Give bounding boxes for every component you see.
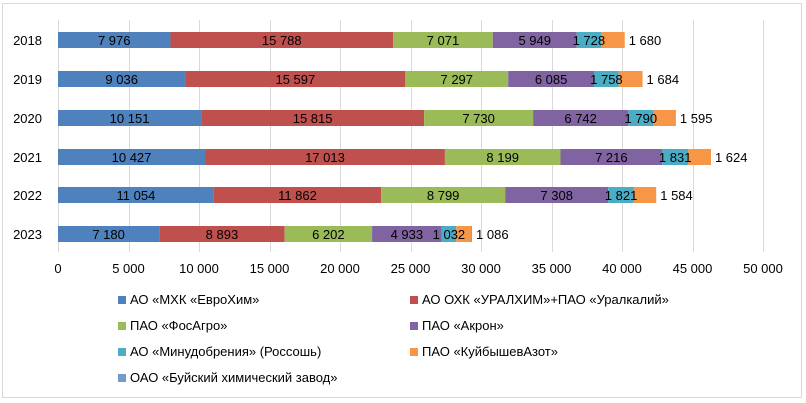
data-label: 1 086 bbox=[476, 227, 509, 242]
y-category-label: 2021 bbox=[13, 150, 42, 165]
bar-segment bbox=[170, 32, 394, 48]
bar-segment bbox=[618, 71, 643, 87]
data-label: 1 624 bbox=[715, 150, 748, 165]
bar-segment bbox=[58, 226, 160, 242]
bar-segment bbox=[492, 32, 577, 48]
data-label: 1 595 bbox=[680, 111, 713, 126]
data-label: 7 976 bbox=[98, 33, 131, 48]
bar-segment bbox=[405, 71, 509, 87]
x-tick-label: 30 000 bbox=[461, 261, 501, 276]
bar-segment bbox=[508, 71, 595, 87]
data-label: 7 180 bbox=[92, 227, 125, 242]
bar-segment bbox=[444, 149, 561, 165]
data-label: 9 036 bbox=[105, 72, 138, 87]
data-label: 1 790 bbox=[625, 111, 658, 126]
data-label: 11 054 bbox=[117, 188, 156, 203]
bar-segment bbox=[628, 110, 654, 126]
bar-segment bbox=[594, 71, 619, 87]
data-label: 4 933 bbox=[391, 227, 424, 242]
data-label: 8 893 bbox=[206, 227, 239, 242]
bar-segment bbox=[372, 226, 442, 242]
data-label: 15 815 bbox=[293, 111, 333, 126]
y-category-label: 2019 bbox=[13, 72, 42, 87]
data-label: 7 730 bbox=[462, 111, 495, 126]
data-label: 7 071 bbox=[427, 33, 460, 48]
y-category-label: 2022 bbox=[13, 188, 42, 203]
data-label: 7 297 bbox=[440, 72, 473, 87]
bar-segment bbox=[424, 110, 534, 126]
bar-segment bbox=[533, 110, 629, 126]
x-tick-label: 25 000 bbox=[391, 261, 431, 276]
data-label: 6 085 bbox=[535, 72, 568, 87]
data-label: 10 427 bbox=[112, 150, 152, 165]
data-label: 15 788 bbox=[262, 33, 302, 48]
bar-segment bbox=[576, 32, 602, 48]
data-label: 5 949 bbox=[518, 33, 551, 48]
bar-segment bbox=[601, 32, 625, 48]
x-tick-label: 35 000 bbox=[532, 261, 572, 276]
bar-segment bbox=[58, 71, 186, 87]
data-label: 8 799 bbox=[427, 188, 460, 203]
bar-segment bbox=[159, 226, 285, 242]
bar-segment bbox=[284, 226, 373, 242]
data-label: 7 216 bbox=[595, 150, 628, 165]
y-category-label: 2020 bbox=[13, 111, 42, 126]
chart-frame bbox=[2, 3, 802, 398]
y-category-label: 2018 bbox=[13, 33, 42, 48]
data-label: 11 862 bbox=[278, 188, 317, 203]
data-label: 1 680 bbox=[629, 33, 662, 48]
data-label: 1 758 bbox=[590, 72, 623, 87]
bar-segment bbox=[560, 149, 663, 165]
data-label: 17 013 bbox=[305, 150, 345, 165]
y-category-label: 2023 bbox=[13, 227, 42, 242]
bar-segment bbox=[185, 71, 406, 87]
bars bbox=[58, 32, 711, 242]
bar-segment bbox=[205, 149, 445, 165]
data-label: 1 831 bbox=[659, 150, 692, 165]
x-tick-label: 10 000 bbox=[179, 261, 219, 276]
gridlines bbox=[58, 20, 764, 252]
bar-segment bbox=[58, 110, 202, 126]
data-label: 7 308 bbox=[540, 188, 573, 203]
bar-segment bbox=[471, 226, 473, 242]
data-labels: 7 976 15 788 7 071 5 949 1 728 1 680 9 036 15 5… bbox=[92, 33, 747, 242]
bar-segment bbox=[393, 32, 493, 48]
bar-segment bbox=[213, 187, 382, 203]
x-tick-label: 50 000 bbox=[743, 261, 783, 276]
data-label: 1 821 bbox=[605, 188, 638, 203]
data-label: 1 584 bbox=[660, 188, 693, 203]
data-label: 15 597 bbox=[275, 72, 315, 87]
y-axis-labels: 2018 2019 2020 2021 2022 2023 bbox=[13, 33, 42, 242]
bar-segment bbox=[58, 149, 206, 165]
x-tick-label: 20 000 bbox=[320, 261, 360, 276]
bar-segment bbox=[633, 187, 657, 203]
x-tick-label: 0 bbox=[54, 261, 61, 276]
x-tick-label: 5 000 bbox=[112, 261, 145, 276]
bar-segment bbox=[58, 32, 171, 48]
bar-segment bbox=[441, 226, 457, 242]
bar-segment bbox=[201, 110, 425, 126]
bar-segment bbox=[653, 110, 676, 126]
data-label: 6 202 bbox=[312, 227, 345, 242]
data-label: 1 032 bbox=[433, 227, 466, 242]
data-label: 10 151 bbox=[110, 111, 150, 126]
bar-segment bbox=[688, 149, 711, 165]
bar-segment bbox=[505, 187, 609, 203]
x-tick-label: 15 000 bbox=[250, 261, 290, 276]
bar-segment bbox=[608, 187, 634, 203]
data-label: 1 728 bbox=[573, 33, 606, 48]
bar-segment bbox=[456, 226, 472, 242]
x-axis-labels: 0 5 000 10 000 15 000 20 000 25 000 30 000 35 0… bbox=[54, 261, 783, 276]
x-tick-label: 45 000 bbox=[673, 261, 713, 276]
x-tick-label: 40 000 bbox=[602, 261, 642, 276]
bar-segment bbox=[381, 187, 506, 203]
data-label: 1 684 bbox=[647, 72, 680, 87]
bar-segment bbox=[58, 187, 214, 203]
data-label: 8 199 bbox=[486, 150, 519, 165]
data-label: 6 742 bbox=[564, 111, 597, 126]
bar-segment bbox=[662, 149, 689, 165]
